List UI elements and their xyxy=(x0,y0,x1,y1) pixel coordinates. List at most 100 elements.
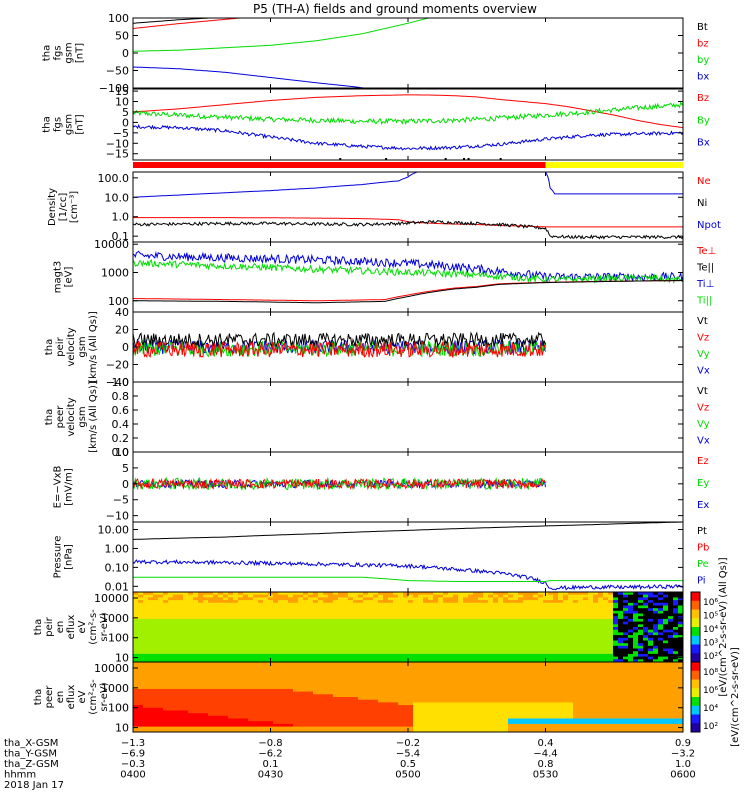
y-tick-label: −10 xyxy=(106,510,129,523)
legend-entry: Vz xyxy=(697,403,709,414)
series-group xyxy=(133,250,683,304)
y-label-line: E=−VxB xyxy=(53,466,64,509)
y-tick-label: 1000 xyxy=(101,266,129,279)
x-tick-label: −1.3 xyxy=(121,738,145,749)
y-tick-label: 0 xyxy=(122,478,129,491)
panel-9: 10⁶ 10⁵ 10⁴ 10³ 10² [eV/(cm^2-s-sr-eV) (All Q… xyxy=(33,557,729,696)
legend: Bz By Bx xyxy=(697,93,710,149)
x-tick-label: 0.9 xyxy=(675,738,691,749)
colorbar-tick-label: 10⁴ xyxy=(703,625,718,635)
y-label-line: tha xyxy=(42,116,53,132)
y-label-line: eV xyxy=(77,620,88,633)
y-axis: 40 20 0 −20 −40 xyxy=(106,306,683,389)
y-axis: 10 5 0 −5 −10 xyxy=(106,446,683,523)
panel-4: Te⊥ Te|| Ti⊥ Ti|| 10000 1000 100 magt3 [eV] xyxy=(53,238,716,313)
y-tick-label: 40 xyxy=(115,306,129,319)
y-label-line: peer xyxy=(55,405,66,429)
legend-entry: Ez xyxy=(697,456,709,467)
legend-entry: by xyxy=(697,55,709,66)
x-tick-label: −0.8 xyxy=(258,738,282,749)
y-axis: 10.00 1.00 0.10 0.01 xyxy=(98,524,683,593)
y-tick-label: 10.00 xyxy=(98,524,130,537)
y-label-line: Pressure xyxy=(53,536,64,579)
y-tick-label: −5 xyxy=(113,127,129,140)
colorbar-band xyxy=(691,688,700,698)
colorbar-tick-label: 10⁸ xyxy=(703,668,718,678)
y-tick-label: 0.1 xyxy=(112,230,130,243)
panel-5: Vt Vz Vy Vx 40 20 0 −20 −40 tha peir velocity gsm [km… xyxy=(44,306,710,389)
series-line xyxy=(133,559,683,591)
colorbar-band xyxy=(691,627,700,637)
y-tick-label: 100 xyxy=(108,12,129,25)
colorbar-band xyxy=(691,592,700,602)
x-axis-label: tha_X-GSM xyxy=(4,738,58,749)
y-tick-label: 10 xyxy=(115,722,129,735)
x-axis-label: 2018 Jan 17 xyxy=(4,780,64,791)
colorbar-label: [eV/(cm^2-s-sr-eV)] xyxy=(730,647,741,747)
y-tick-label: 0.6 xyxy=(112,404,130,417)
legend: Ne Ni Npot xyxy=(697,176,721,231)
y-label-line: eflux xyxy=(66,685,77,710)
y-label-line: peir xyxy=(55,336,66,356)
x-tick-label: −3.2 xyxy=(671,749,695,760)
y-label-line: [mV/m] xyxy=(64,468,75,506)
y-label: tha peer velocity gsm [km/s (All Qs)] xyxy=(44,381,99,453)
y-label-line: eV xyxy=(77,690,88,703)
x-axis-label: tha_Y-GSM xyxy=(4,749,57,760)
y-label-line: gsm xyxy=(77,336,88,357)
y-tick-label: 1000 xyxy=(101,682,129,695)
y-tick-label: 0 xyxy=(122,116,129,129)
series-line xyxy=(133,18,431,52)
y-tick-label: 10000 xyxy=(94,238,129,251)
colorbar-band xyxy=(691,723,700,733)
x-tick-label: 0.5 xyxy=(400,759,416,770)
series-line xyxy=(133,340,546,359)
y-tick-label: 20 xyxy=(115,324,129,337)
x-tick-label: −5.4 xyxy=(396,749,420,760)
colorbar-band xyxy=(691,609,700,619)
mode-bar xyxy=(133,158,683,168)
x-tick-label: −0.2 xyxy=(396,738,420,749)
legend-entry: Bz xyxy=(697,93,709,104)
y-label-line: en xyxy=(55,621,66,634)
series-line xyxy=(133,477,546,491)
y-label-line: [km/s (All Qs)] xyxy=(88,311,99,383)
colorbar-band xyxy=(691,697,700,707)
y-tick-label: −40 xyxy=(106,376,129,389)
legend-entry: Pb xyxy=(697,543,709,554)
colorbar: 10⁸ 10⁶ 10⁴ 10² [eV/(cm^2-s-sr-eV)] xyxy=(690,647,741,747)
y-label-line: [cm⁻³] xyxy=(69,191,80,223)
y-label: magt3 [eV] xyxy=(53,261,75,294)
y-label: E=−VxB [mV/m] xyxy=(53,466,75,509)
legend-entry: Ex xyxy=(697,500,709,511)
y-label-line: (cm²-s- xyxy=(88,679,99,715)
legend: Vt Vz Vy Vx xyxy=(697,386,710,447)
y-tick-label: 0.0 xyxy=(112,446,130,459)
colorbar-band xyxy=(691,705,700,715)
x-tick-label: −6.9 xyxy=(121,749,145,760)
y-axis: 100.0 10.0 1.0 0.1 xyxy=(98,172,683,243)
y-label: tha peir en eflux eV (cm²-s-sr-eV) xyxy=(33,609,110,645)
x-axis-label: hhmm xyxy=(4,770,36,781)
y-label-line: [nT] xyxy=(75,114,86,134)
x-tick-label: −4.4 xyxy=(533,749,557,760)
y-tick-label: 10 xyxy=(115,446,129,459)
y-tick-label: 5 xyxy=(122,462,129,475)
y-tick-label: −20 xyxy=(106,359,129,372)
panel-8: Pt Pb Pe Pi 10.00 1.00 0.10 0.01 Pressure [nPa] xyxy=(53,521,709,593)
colorbar-band xyxy=(691,644,700,654)
y-tick-label: 15 xyxy=(115,85,129,98)
y-label-line: fgs xyxy=(53,45,64,60)
mode-bar-mark xyxy=(463,158,465,160)
legend-entry: Ne xyxy=(697,176,711,187)
legend-entry: Ni xyxy=(697,198,707,209)
legend-entry: Ey xyxy=(697,478,709,489)
series-group xyxy=(133,522,683,591)
series-group xyxy=(133,172,683,240)
y-label-line: velocity xyxy=(66,397,77,436)
y-label-line: [km/s (All Qs)] xyxy=(88,381,99,453)
legend-entry: Bx xyxy=(697,138,710,149)
legend-entry: Npot xyxy=(697,220,721,231)
